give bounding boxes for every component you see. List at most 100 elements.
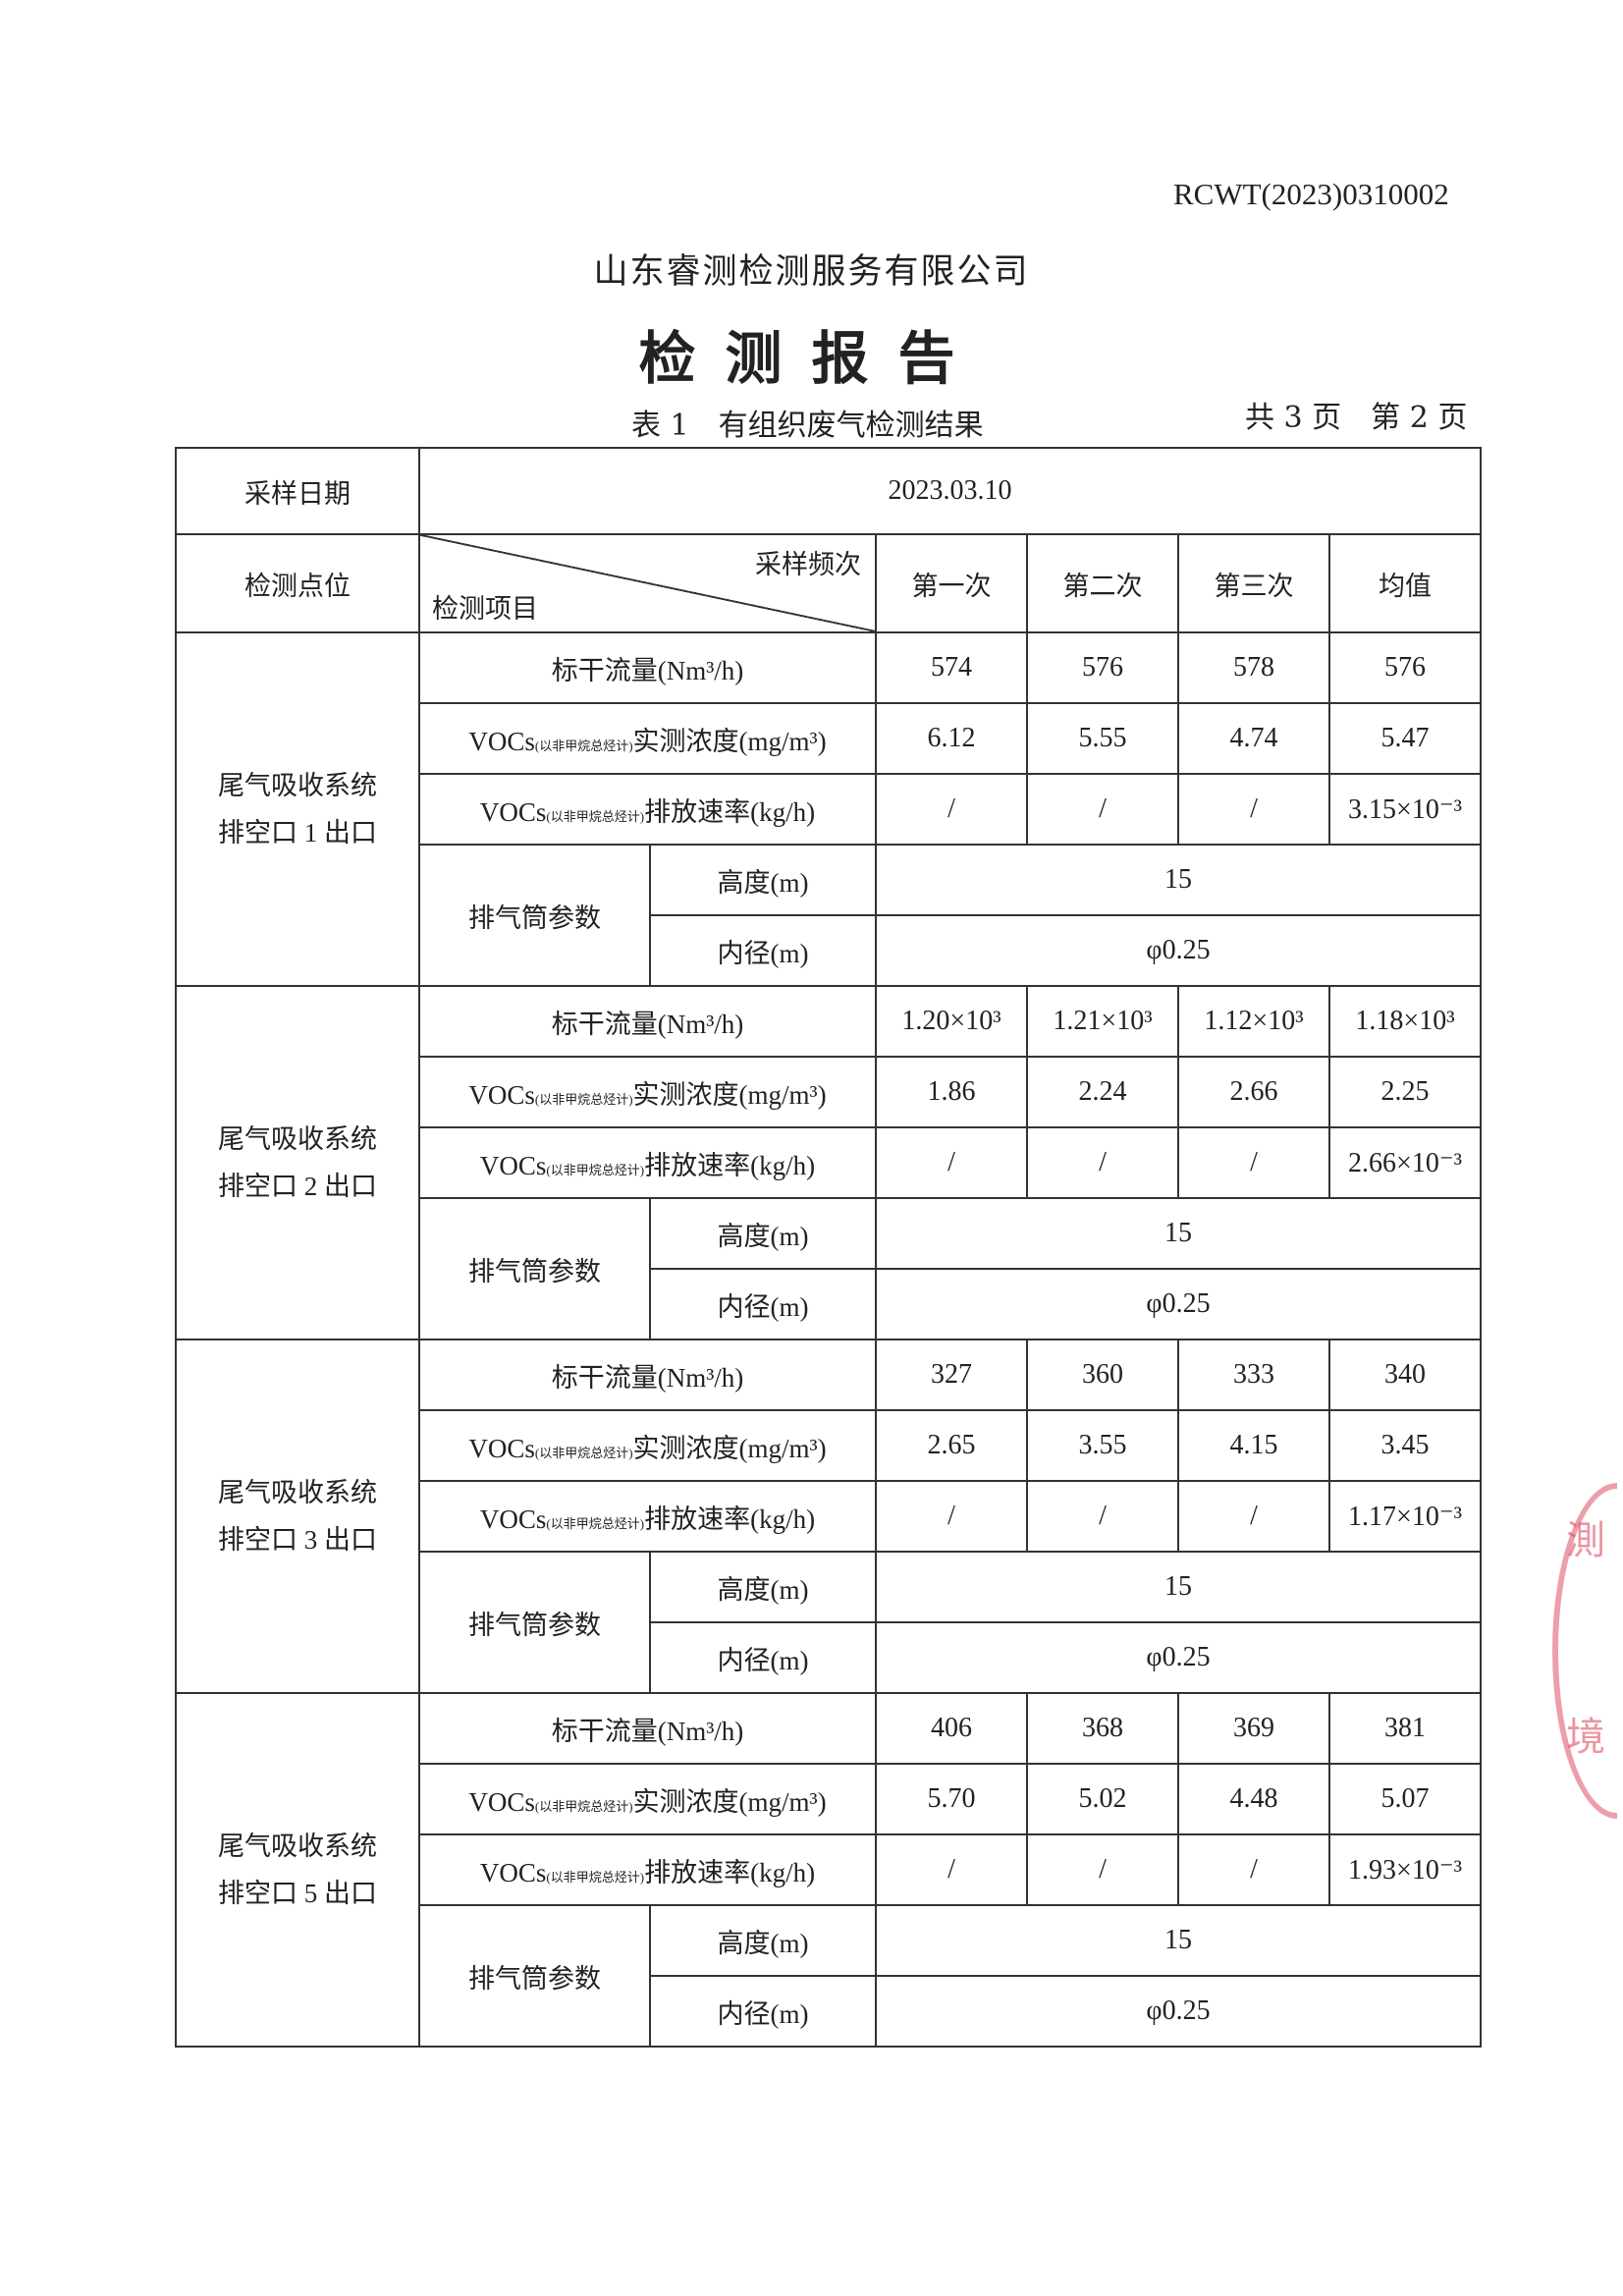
rate-unit-label: 排放速率(kg/h) [644, 1503, 816, 1534]
vocs-subscript: (以非甲烷总烃计) [534, 1445, 633, 1460]
table-row: VOCs(以非甲烷总烃计)排放速率(kg/h) / //2.66×10⁻³ [176, 1126, 1483, 1199]
conc-value: 5.47 [1327, 702, 1483, 775]
rate-value: 1.17×10⁻³ [1327, 1480, 1483, 1553]
flow-value: 327 [875, 1339, 1028, 1411]
height-value: 15 [874, 844, 1483, 916]
table-row: 尾气吸收系统排空口 1 出口 标干流量(Nm³/h) 574 576 578 576 [175, 631, 1483, 987]
rate-value: / [875, 1480, 1028, 1553]
conc-value: 2.25 [1327, 1056, 1483, 1128]
vocs-prefix: VOCs [468, 1433, 535, 1463]
conc-value: 2.24 [1026, 1056, 1179, 1128]
vocs-prefix: VOCs [468, 726, 535, 756]
flow-value: 368 [1026, 1692, 1179, 1765]
table-row: 内径(m) φ0.25 [176, 1975, 1483, 2048]
conc-label: VOCs(以非甲烷总烃计)实测浓度(mg/m³) [418, 702, 877, 775]
vocs-subscript: (以非甲烷总烃计) [546, 1869, 645, 1885]
page-indicator: 共 3 页 第 2 页 [1245, 401, 1468, 435]
flow-value: 1.12×10³ [1177, 985, 1330, 1058]
location-cell: 尾气吸收系统排空口 2 出口 [175, 985, 420, 1340]
stack-params-label: 排气筒参数 [418, 1904, 651, 2048]
table-row: 尾气吸收系统排空口 3 出口 标干流量(Nm³/h) 327 360 333 340 [175, 1339, 1483, 1694]
rate-unit-label: 排放速率(kg/h) [644, 1857, 816, 1887]
rate-label: VOCs(以非甲烷总烃计)排放速率(kg/h) [418, 773, 877, 846]
table-row: VOCs(以非甲烷总烃计)排放速率(kg/h) / //3.15×10⁻³ [176, 773, 1483, 846]
flow-value: 574 [875, 631, 1028, 704]
height-value: 15 [874, 1551, 1483, 1623]
vocs-prefix: VOCs [468, 1079, 535, 1110]
column-header: 第三次 [1177, 533, 1330, 633]
conc-label: VOCs(以非甲烷总烃计)实测浓度(mg/m³) [418, 1409, 877, 1482]
table-row: 排气筒参数 高度(m) 15 [176, 1197, 1483, 1340]
table-row: 内径(m) φ0.25 [176, 914, 1483, 987]
flow-label: 标干流量(Nm³/h) [418, 985, 877, 1058]
rate-value: / [1026, 1126, 1179, 1199]
rate-unit-label: 排放速率(kg/h) [644, 796, 816, 827]
stack-params-label: 排气筒参数 [418, 1551, 651, 1694]
height-label: 高度(m) [649, 1551, 877, 1623]
conc-value: 5.02 [1026, 1763, 1179, 1835]
height-label: 高度(m) [649, 1904, 877, 1977]
diameter-label: 内径(m) [649, 1268, 877, 1340]
rate-value: / [1177, 1480, 1330, 1553]
table-row: VOCs(以非甲烷总烃计)实测浓度(mg/m³) 1.86 2.24 2.66 2.25 [176, 1056, 1483, 1128]
report-title: 检测报告 [638, 325, 985, 392]
conc-value: 5.70 [875, 1763, 1028, 1835]
sampling-date-label: 采样日期 [175, 447, 420, 535]
conc-label: VOCs(以非甲烷总烃计)实测浓度(mg/m³) [418, 1056, 877, 1128]
vocs-prefix: VOCs [479, 796, 547, 827]
rate-value: / [1177, 773, 1330, 846]
location-cell: 尾气吸收系统排空口 1 出口 [175, 631, 420, 987]
table-row: VOCs(以非甲烷总烃计)实测浓度(mg/m³) 6.12 5.55 4.74 5.47 [176, 702, 1483, 775]
column-header: 均值 [1327, 533, 1483, 633]
rate-value: / [875, 1126, 1028, 1199]
diameter-label: 内径(m) [649, 1975, 877, 2048]
table-row: VOCs(以非甲烷总烃计)排放速率(kg/h) / //1.17×10⁻³ [176, 1480, 1483, 1553]
vocs-subscript: (以非甲烷总烃计) [546, 808, 645, 824]
rate-label: VOCs(以非甲烷总烃计)排放速率(kg/h) [418, 1833, 877, 1906]
rate-value: / [1177, 1833, 1330, 1906]
company-seal: 測境 [1552, 1483, 1617, 1819]
conc-label: VOCs(以非甲烷总烃计)实测浓度(mg/m³) [418, 1763, 877, 1835]
table-caption: 表 1 有组织废气检测结果 [631, 409, 984, 443]
diameter-value: φ0.25 [874, 914, 1483, 987]
rate-value: / [1026, 773, 1179, 846]
flow-value: 360 [1026, 1339, 1179, 1411]
flow-value: 340 [1327, 1339, 1483, 1411]
rate-unit-label: 排放速率(kg/h) [644, 1150, 816, 1180]
frequency-header: 采样频次 [755, 550, 861, 579]
rate-value: 2.66×10⁻³ [1327, 1126, 1483, 1199]
conc-value: 4.15 [1177, 1409, 1330, 1482]
table-row: 尾气吸收系统排空口 5 出口 标干流量(Nm³/h) 406 368 369 381 [175, 1692, 1483, 2048]
column-header: 第一次 [875, 533, 1028, 633]
table-row: 排气筒参数 高度(m) 15 [176, 844, 1483, 987]
document-number: RCWT(2023)0310002 [1173, 177, 1449, 211]
diameter-label: 内径(m) [649, 914, 877, 987]
flow-value: 1.18×10³ [1327, 985, 1483, 1058]
conc-unit-label: 实测浓度(mg/m³) [632, 1786, 827, 1817]
diameter-value: φ0.25 [874, 1975, 1483, 2048]
stack-params-label: 排气筒参数 [418, 844, 651, 987]
rate-value: 3.15×10⁻³ [1327, 773, 1483, 846]
height-value: 15 [874, 1197, 1483, 1270]
flow-value: 381 [1327, 1692, 1483, 1765]
vocs-subscript: (以非甲烷总烃计) [546, 1162, 645, 1177]
flow-value: 1.21×10³ [1026, 985, 1179, 1058]
conc-value: 3.45 [1327, 1409, 1483, 1482]
table-row: 排气筒参数 高度(m) 15 [176, 1904, 1483, 2048]
conc-value: 4.74 [1177, 702, 1330, 775]
flow-value: 406 [875, 1692, 1028, 1765]
flow-label: 标干流量(Nm³/h) [418, 1339, 877, 1411]
table-row: 内径(m) φ0.25 [176, 1621, 1483, 1694]
height-label: 高度(m) [649, 1197, 877, 1270]
company-name: 山东睿测检测服务有限公司 [593, 252, 1030, 292]
rate-value: / [875, 1833, 1028, 1906]
vocs-prefix: VOCs [468, 1786, 535, 1817]
vocs-prefix: VOCs [479, 1503, 547, 1534]
conc-value: 2.65 [875, 1409, 1028, 1482]
rate-value: / [875, 773, 1028, 846]
vocs-subscript: (以非甲烷总烃计) [534, 1798, 633, 1814]
rate-label: VOCs(以非甲烷总烃计)排放速率(kg/h) [418, 1126, 877, 1199]
location-cell: 尾气吸收系统排空口 3 出口 [175, 1339, 420, 1694]
conc-unit-label: 实测浓度(mg/m³) [632, 1079, 827, 1110]
stack-params-label: 排气筒参数 [418, 1197, 651, 1340]
